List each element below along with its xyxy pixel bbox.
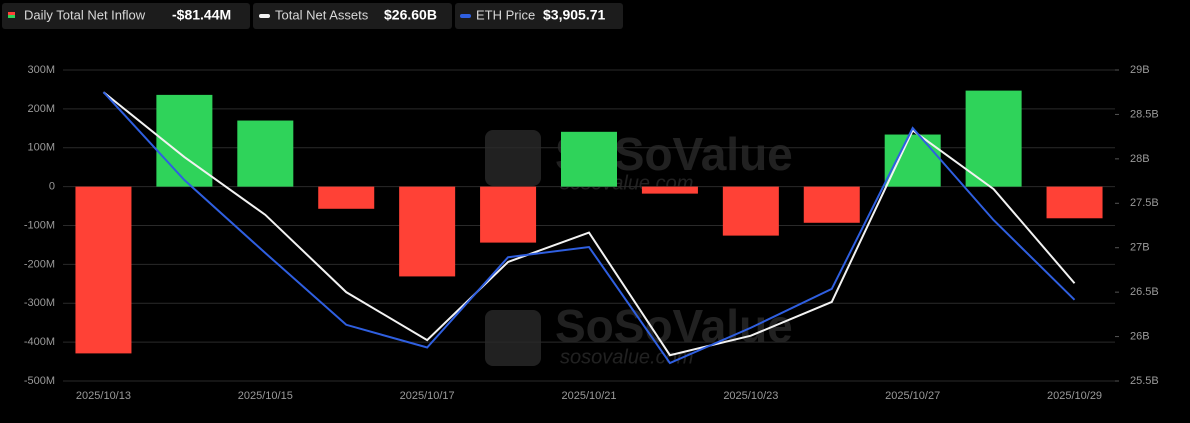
bar bbox=[561, 131, 617, 187]
y2-tick-label: 26.5B bbox=[1130, 286, 1159, 298]
watermark-brand: SoSoValue bbox=[555, 300, 793, 352]
bar bbox=[803, 186, 860, 223]
bar bbox=[399, 186, 456, 277]
y2-tick-label: 29B bbox=[1130, 64, 1150, 76]
y2-tick-label: 25.5B bbox=[1130, 375, 1159, 387]
x-tick-label: 2025/10/13 bbox=[76, 390, 131, 402]
bar bbox=[965, 90, 1022, 187]
y-tick-label: -100M bbox=[24, 219, 55, 231]
x-tick-label: 2025/10/21 bbox=[561, 390, 616, 402]
y-tick-label: -400M bbox=[24, 336, 55, 348]
bar bbox=[318, 186, 375, 209]
bar bbox=[75, 186, 132, 354]
y2-tick-label: 27B bbox=[1130, 242, 1150, 254]
y2-tick-label: 26B bbox=[1130, 330, 1150, 342]
y2-tick-label: 27.5B bbox=[1130, 197, 1159, 209]
legend-value: -$81.44M bbox=[172, 7, 231, 23]
legend-value: $26.60B bbox=[384, 7, 437, 23]
bar bbox=[237, 120, 294, 187]
legend-box bbox=[253, 3, 452, 29]
y-tick-label: 0 bbox=[49, 181, 55, 193]
x-tick-label: 2025/10/29 bbox=[1047, 390, 1102, 402]
legend-value: $3,905.71 bbox=[543, 7, 605, 23]
legend-box bbox=[455, 3, 623, 29]
legend-label: Daily Total Net Inflow bbox=[24, 7, 146, 22]
y-tick-label: 300M bbox=[27, 64, 55, 76]
legend-label: ETH Price bbox=[476, 7, 535, 22]
line bbox=[102, 91, 1076, 357]
y-tick-label: 200M bbox=[27, 103, 55, 115]
legend-icon bbox=[460, 14, 471, 18]
legend-icon bbox=[8, 12, 15, 15]
x-tick-label: 2025/10/27 bbox=[885, 390, 940, 402]
x-tick-label: 2025/10/23 bbox=[723, 390, 778, 402]
watermark-logo bbox=[485, 130, 541, 186]
y-tick-label: -200M bbox=[24, 258, 55, 270]
bar bbox=[1046, 186, 1103, 219]
legend-label: Total Net Assets bbox=[275, 7, 369, 22]
x-tick-label: 2025/10/17 bbox=[400, 390, 455, 402]
legend-icon bbox=[259, 14, 270, 18]
y2-tick-label: 28.5B bbox=[1130, 108, 1159, 120]
bar bbox=[480, 186, 537, 243]
legend-box bbox=[2, 3, 250, 29]
y2-tick-label: 28B bbox=[1130, 153, 1150, 165]
watermark-site: sosovalue.com bbox=[560, 346, 693, 368]
line bbox=[102, 91, 1076, 365]
y-tick-label: -500M bbox=[24, 375, 55, 387]
bar bbox=[641, 186, 698, 194]
y-tick-label: 100M bbox=[27, 142, 55, 154]
legend: Daily Total Net Inflow -$81.44M Total Ne… bbox=[2, 3, 623, 29]
legend-icon bbox=[8, 15, 15, 18]
x-tick-label: 2025/10/15 bbox=[238, 390, 293, 402]
watermark-logo bbox=[485, 310, 541, 366]
y-tick-label: -300M bbox=[24, 297, 55, 309]
bar bbox=[884, 134, 941, 187]
bar bbox=[722, 186, 779, 236]
